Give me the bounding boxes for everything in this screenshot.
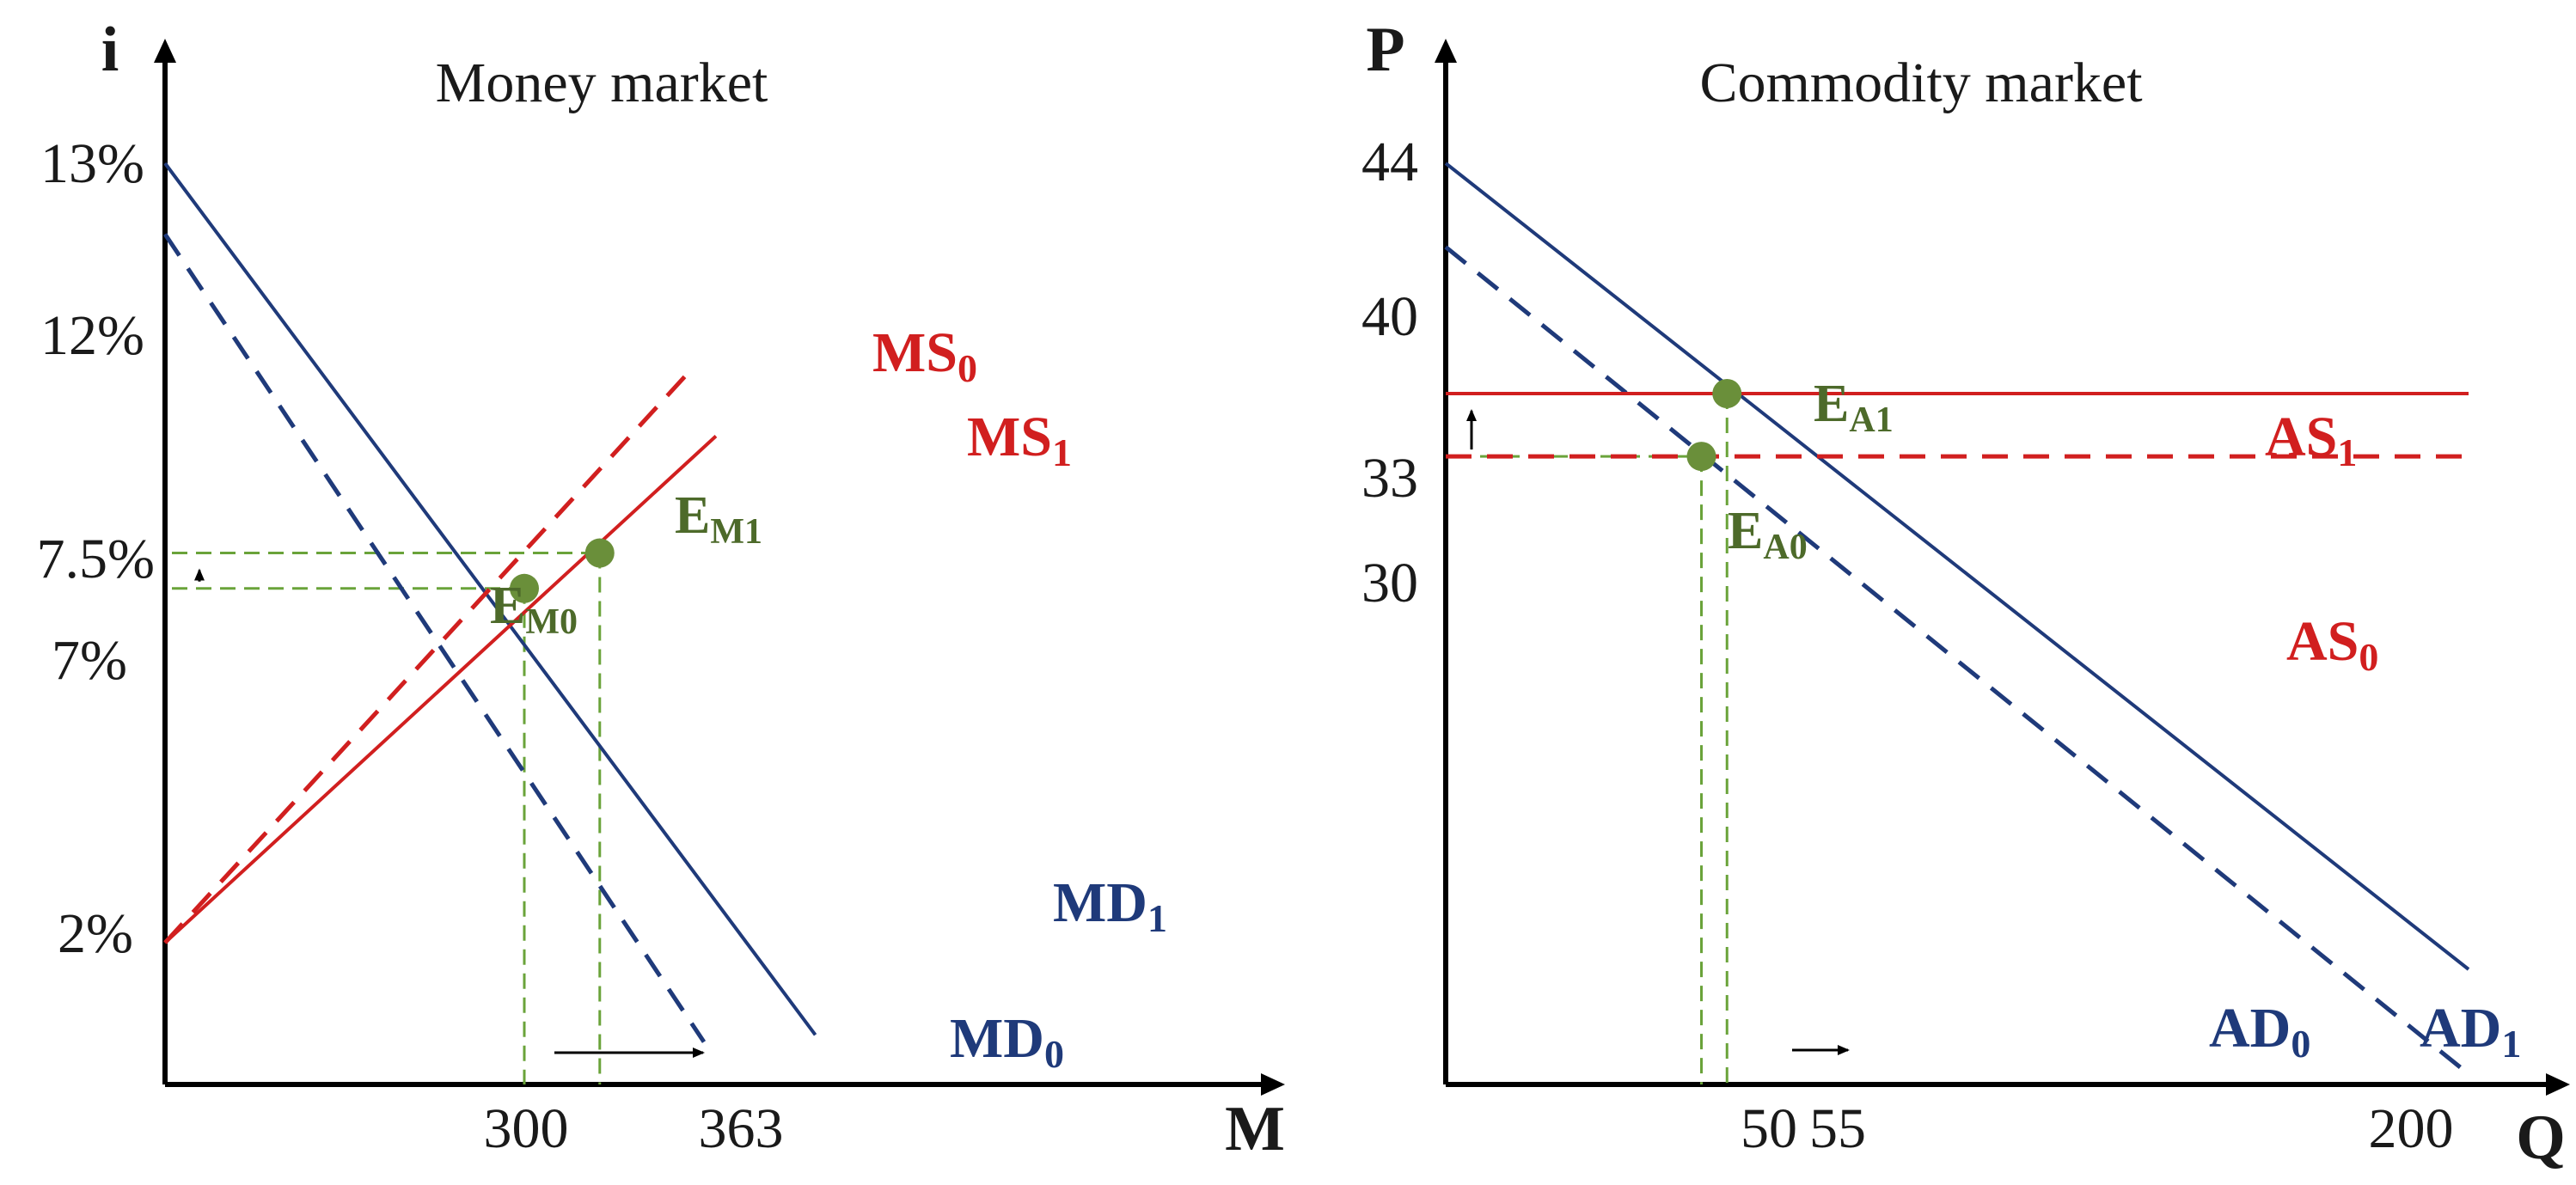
- money-y-tick-7-5: 7.5%: [37, 528, 155, 590]
- plot-0: MD1 MD0 MS0 MS1 EM0 EM1: [154, 39, 1285, 1096]
- commodity-y-axis-label: P: [1366, 15, 1404, 85]
- label-MD1: MD1: [1053, 871, 1167, 940]
- x-axis-arrowhead: [2546, 1073, 2570, 1096]
- commodity-x-tick-50: 50: [1741, 1097, 1797, 1160]
- curve-AD0: [1444, 245, 2470, 1076]
- label-EM0: EM0: [490, 577, 578, 642]
- commodity-market-panel: Commodity market P Q 44 40 33 30 50 55 2…: [1361, 15, 2566, 1173]
- money-x-tick-300: 300: [484, 1097, 569, 1160]
- label-EM1: EM1: [675, 486, 762, 552]
- equilibrium-EA0: [1686, 442, 1716, 472]
- equilibrium-EM1: [584, 538, 615, 568]
- money-x-axis-label: M: [1225, 1094, 1285, 1164]
- equilibrium-EM0: [510, 573, 539, 603]
- label-AS0: AS0: [2286, 610, 2378, 679]
- money-x-tick-363: 363: [699, 1097, 784, 1160]
- curve-MD0: [162, 233, 707, 1043]
- commodity-x-tick-55: 55: [1809, 1097, 1866, 1160]
- curve-MD1: [163, 162, 817, 1036]
- label-AS1: AS1: [2265, 406, 2357, 474]
- commodity-y-tick-40: 40: [1361, 285, 1418, 348]
- money-y-tick-2: 2%: [58, 902, 133, 965]
- commodity-y-tick-33: 33: [1361, 447, 1418, 510]
- equilibrium-EA1: [1712, 379, 1742, 408]
- label-MS0: MS0: [872, 321, 977, 390]
- label-EA1: EA1: [1814, 375, 1894, 440]
- label-EA0: EA0: [1728, 502, 1808, 567]
- commodity-x-axis-label: Q: [2516, 1103, 2566, 1173]
- curve-MS0: [163, 367, 694, 944]
- label-MD0: MD0: [950, 1007, 1064, 1076]
- y-axis-arrowhead: [154, 39, 176, 63]
- commodity-market-title: Commodity market: [1699, 52, 2142, 114]
- money-y-tick-13: 13%: [40, 132, 144, 195]
- x-axis-arrowhead: [1261, 1073, 1285, 1096]
- commodity-y-tick-44: 44: [1361, 131, 1418, 193]
- money-y-tick-12: 12%: [40, 304, 144, 367]
- y-axis-arrowhead: [1435, 39, 1457, 63]
- money-market-panel: Money market i M 13% 12% 7.5% 7% 2% 300 …: [37, 15, 1285, 1164]
- money-y-tick-7: 7%: [52, 629, 127, 692]
- money-market-title: Money market: [436, 52, 768, 114]
- label-MS1: MS1: [967, 406, 1072, 474]
- commodity-x-tick-200: 200: [2369, 1097, 2454, 1160]
- money-y-axis-label: i: [101, 15, 119, 85]
- commodity-y-tick-30: 30: [1361, 552, 1418, 614]
- label-AD1: AD1: [2420, 997, 2521, 1066]
- label-AD0: AD0: [2209, 997, 2310, 1066]
- curve-MS1: [163, 435, 718, 944]
- curve-AD1: [1444, 162, 2470, 971]
